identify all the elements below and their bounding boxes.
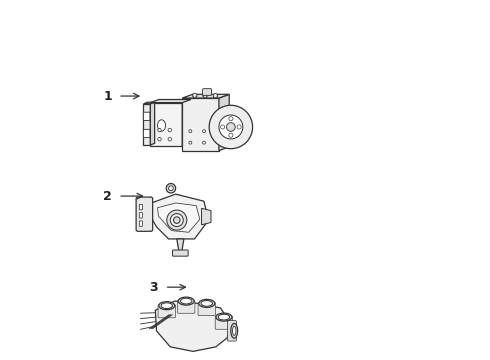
Circle shape xyxy=(193,93,197,97)
Ellipse shape xyxy=(161,303,172,309)
Circle shape xyxy=(171,213,183,226)
FancyBboxPatch shape xyxy=(139,204,143,210)
Circle shape xyxy=(169,186,173,190)
Polygon shape xyxy=(219,94,229,150)
FancyBboxPatch shape xyxy=(144,129,150,138)
Circle shape xyxy=(219,115,243,139)
Ellipse shape xyxy=(180,298,192,304)
Circle shape xyxy=(168,129,172,132)
Circle shape xyxy=(220,125,225,129)
Circle shape xyxy=(226,123,235,131)
Polygon shape xyxy=(144,104,150,145)
Circle shape xyxy=(189,130,192,133)
Text: 2: 2 xyxy=(103,190,112,203)
Circle shape xyxy=(167,210,187,230)
Ellipse shape xyxy=(216,313,232,321)
Polygon shape xyxy=(182,99,191,146)
Ellipse shape xyxy=(199,300,215,307)
Circle shape xyxy=(229,133,233,137)
FancyBboxPatch shape xyxy=(177,300,195,313)
Circle shape xyxy=(213,94,218,98)
Polygon shape xyxy=(177,239,184,253)
Ellipse shape xyxy=(232,326,236,336)
Circle shape xyxy=(229,117,233,121)
Ellipse shape xyxy=(218,314,230,320)
Circle shape xyxy=(237,125,241,129)
FancyBboxPatch shape xyxy=(139,213,143,218)
FancyBboxPatch shape xyxy=(215,316,233,329)
Text: 3: 3 xyxy=(149,281,158,294)
FancyBboxPatch shape xyxy=(158,305,175,318)
Circle shape xyxy=(193,94,197,98)
Circle shape xyxy=(202,130,205,133)
Circle shape xyxy=(173,217,180,224)
FancyBboxPatch shape xyxy=(227,321,237,341)
FancyBboxPatch shape xyxy=(198,303,216,315)
Circle shape xyxy=(203,94,207,98)
Ellipse shape xyxy=(231,323,238,338)
Circle shape xyxy=(158,138,161,141)
Ellipse shape xyxy=(178,297,194,305)
Polygon shape xyxy=(182,98,219,150)
FancyBboxPatch shape xyxy=(139,221,143,226)
Circle shape xyxy=(189,141,192,144)
Text: 1: 1 xyxy=(103,90,112,103)
Polygon shape xyxy=(150,102,155,145)
Circle shape xyxy=(209,105,252,149)
FancyBboxPatch shape xyxy=(136,197,153,231)
Circle shape xyxy=(168,138,172,141)
Polygon shape xyxy=(150,99,191,103)
Ellipse shape xyxy=(158,120,166,131)
Circle shape xyxy=(166,184,175,193)
Circle shape xyxy=(213,94,218,98)
Polygon shape xyxy=(144,102,155,104)
FancyBboxPatch shape xyxy=(172,250,188,256)
FancyBboxPatch shape xyxy=(202,89,212,95)
Polygon shape xyxy=(149,194,209,239)
Circle shape xyxy=(203,93,207,98)
Circle shape xyxy=(158,129,161,132)
Ellipse shape xyxy=(159,302,175,310)
Polygon shape xyxy=(157,203,200,232)
Polygon shape xyxy=(150,103,182,146)
Circle shape xyxy=(202,141,205,144)
Polygon shape xyxy=(155,301,230,351)
FancyBboxPatch shape xyxy=(144,112,150,121)
Ellipse shape xyxy=(201,301,213,306)
Polygon shape xyxy=(182,94,229,98)
Polygon shape xyxy=(201,208,211,225)
